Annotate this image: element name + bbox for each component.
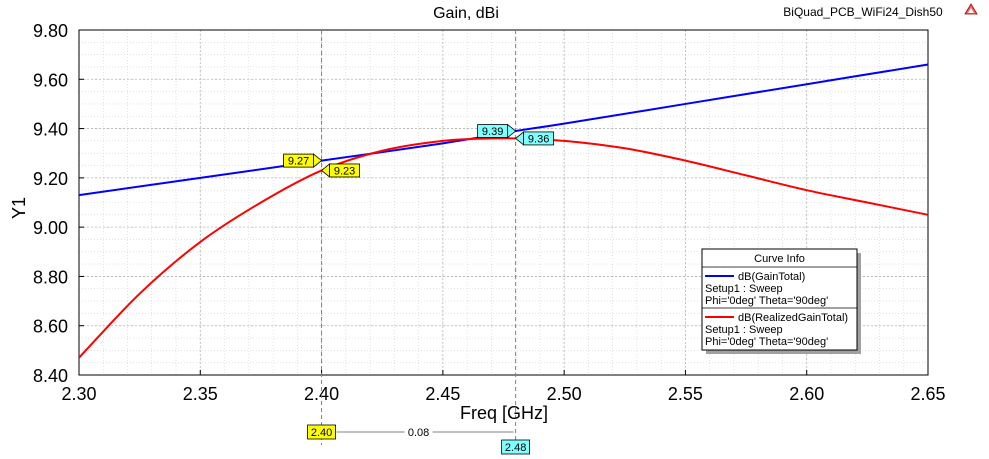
y-tick-label: 9.40 <box>33 120 68 140</box>
x-tick-label: 2.65 <box>910 384 945 404</box>
x-marker-value: 2.40 <box>311 427 332 439</box>
x-tick-label: 2.60 <box>789 384 824 404</box>
legend-entry-name: dB(RealizedGainTotal) <box>738 312 848 324</box>
series-line-realizedgaintotal[interactable] <box>78 137 929 359</box>
x-tick-label: 2.50 <box>547 384 582 404</box>
delta-label: 0.08 <box>408 427 429 439</box>
x-marker-2-48[interactable]: 2.48 <box>501 439 531 455</box>
y-axis-label: Y1 <box>9 197 29 219</box>
y-tick-label: 8.60 <box>33 317 68 337</box>
marker-box <box>329 163 360 178</box>
legend-entry-setup: Setup1 : Sweep <box>705 283 783 295</box>
x-tick-label: 2.45 <box>425 384 460 404</box>
x-marker-2-40[interactable]: 2.40 <box>307 424 336 440</box>
project-logo-icon <box>964 3 978 15</box>
legend-entry-setup: Setup1 : Sweep <box>705 324 783 336</box>
legend-entry-angles: Phi='0deg' Theta='90deg' <box>705 336 828 348</box>
project-title: BiQuad_PCB_WiFi24_Dish50 <box>783 5 943 19</box>
marker-label[interactable]: 9.39 <box>477 123 517 139</box>
x-marker-value: 2.48 <box>505 442 526 454</box>
marker-value: 9.39 <box>482 126 503 138</box>
plot-border <box>78 29 929 376</box>
marker-value: 9.36 <box>528 133 549 145</box>
delta-label-bg <box>404 426 433 438</box>
legend-entry-name: dB(GainTotal) <box>738 271 805 283</box>
grid <box>78 29 929 376</box>
x-marker-box <box>501 439 531 455</box>
y-tick-label: 9.80 <box>33 21 68 41</box>
legend-box <box>701 248 858 351</box>
chart-title: Gain, dBi <box>433 5 499 22</box>
marker-box <box>283 153 314 168</box>
x-axis-label: Freq [GHz] <box>460 403 548 423</box>
marker-value: 9.23 <box>334 165 355 177</box>
legend-entry-angles: Phi='0deg' Theta='90deg' <box>705 295 828 307</box>
marker-label[interactable]: 9.27 <box>283 153 323 168</box>
x-tick-label: 2.55 <box>668 384 703 404</box>
x-marker-box <box>307 424 336 440</box>
y-tick-label: 9.20 <box>33 169 68 189</box>
legend-title: Curve Info <box>754 253 805 265</box>
marker-box <box>523 131 555 146</box>
marker-label[interactable]: 9.36 <box>514 131 555 146</box>
x-tick-label: 2.30 <box>61 384 96 404</box>
marker-box <box>477 124 509 138</box>
y-tick-label: 9.00 <box>33 218 68 238</box>
marker-label[interactable]: 9.23 <box>320 163 360 178</box>
y-tick-label: 8.80 <box>33 267 68 287</box>
y-tick-label: 9.60 <box>33 70 68 90</box>
marker-value: 9.27 <box>288 156 309 168</box>
y-tick-label: 8.40 <box>33 366 68 386</box>
x-tick-label: 2.35 <box>183 384 218 404</box>
